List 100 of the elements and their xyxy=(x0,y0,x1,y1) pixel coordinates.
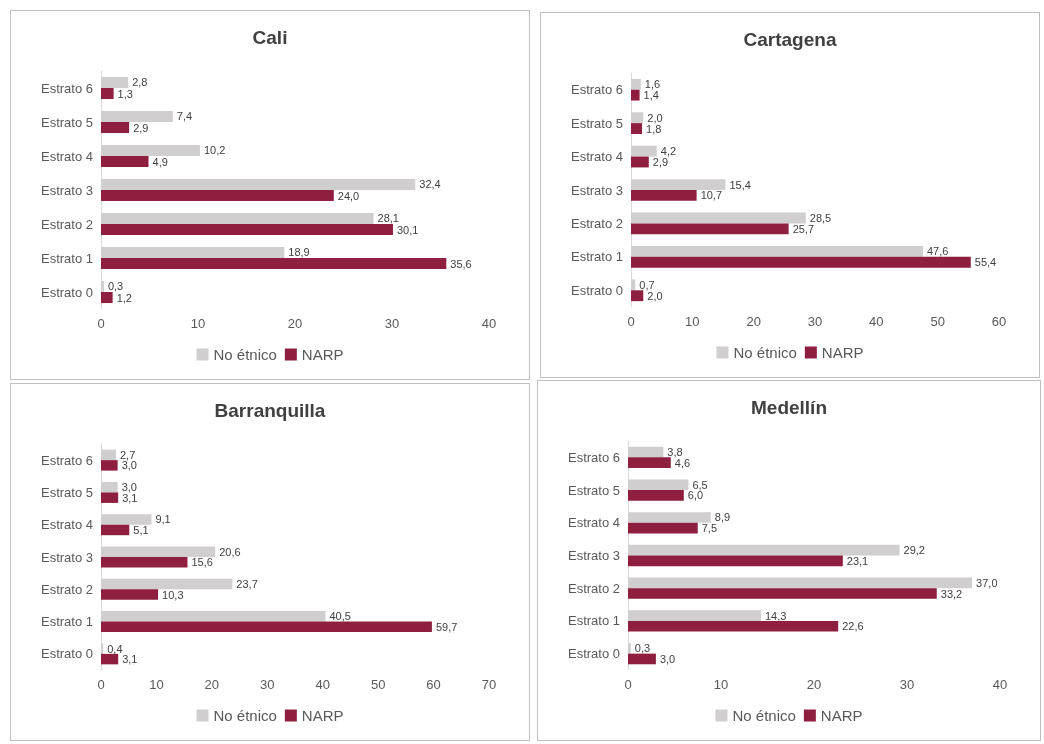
bar xyxy=(101,292,113,304)
chart-title: Medellín xyxy=(750,397,828,418)
data-label: 1,3 xyxy=(117,87,133,100)
x-tick-label: 20 xyxy=(806,677,822,692)
data-label: 40,5 xyxy=(329,610,351,623)
data-label: 3,0 xyxy=(659,652,676,665)
data-label: 4,9 xyxy=(152,155,168,168)
data-label: 47,6 xyxy=(926,245,949,258)
x-tick-label: 10 xyxy=(190,316,206,331)
y-tick-label: Estrato 1 xyxy=(40,614,93,630)
bar xyxy=(628,555,843,567)
y-tick-label: Estrato 4 xyxy=(40,148,93,164)
x-tick-label: 10 xyxy=(685,314,700,329)
data-label: 30,1 xyxy=(396,223,419,236)
data-label: 25,7 xyxy=(792,222,815,235)
y-tick-label: Estrato 6 xyxy=(40,80,93,96)
data-label: 23,7 xyxy=(236,578,258,591)
data-label: 5,1 xyxy=(133,523,149,536)
bar xyxy=(631,123,643,135)
data-label: 2,0 xyxy=(647,111,663,124)
legend-label: NARP xyxy=(301,346,344,363)
data-label: 2,9 xyxy=(133,121,149,134)
data-label: 59,7 xyxy=(435,620,458,633)
bar xyxy=(101,653,119,665)
y-tick-label: Estrato 4 xyxy=(570,149,623,165)
y-tick-label: Estrato 3 xyxy=(40,549,93,565)
bar xyxy=(631,223,789,235)
legend-label: NARP xyxy=(821,344,864,361)
data-label: 33,2 xyxy=(940,587,963,600)
bar xyxy=(101,492,119,503)
data-label: 3,1 xyxy=(122,653,138,666)
x-tick-label: 10 xyxy=(713,677,729,692)
legend-label: NARP xyxy=(820,707,863,724)
bar xyxy=(628,490,684,501)
data-label: 0,3 xyxy=(107,280,124,293)
y-tick-label: Estrato 5 xyxy=(40,484,93,500)
bar xyxy=(628,620,839,632)
bar xyxy=(631,190,697,201)
data-label: 20,6 xyxy=(219,545,241,558)
data-label: 6,5 xyxy=(692,478,708,491)
y-tick-label: Estrato 3 xyxy=(570,182,623,198)
x-tick-label: 10 xyxy=(149,677,164,692)
bar xyxy=(631,89,640,101)
data-label: 3,0 xyxy=(121,481,137,494)
data-label: 23,1 xyxy=(846,554,869,567)
x-tick-label: 60 xyxy=(991,314,1007,329)
data-label: 4,2 xyxy=(660,145,677,158)
bar xyxy=(628,653,656,665)
y-tick-label: Estrato 3 xyxy=(40,182,93,198)
data-label: 2,8 xyxy=(132,76,148,89)
data-label: 24,0 xyxy=(337,189,360,202)
legend-label: No étnico xyxy=(732,707,796,724)
data-label: 10,3 xyxy=(162,588,184,601)
y-tick-label: Estrato 0 xyxy=(40,646,93,662)
data-label: 2,7 xyxy=(119,448,136,461)
bar xyxy=(628,588,937,599)
x-tick-label: 0 xyxy=(97,677,105,692)
y-tick-label: Estrato 0 xyxy=(570,282,623,298)
y-tick-label: Estrato 6 xyxy=(40,452,93,468)
bar xyxy=(631,256,971,268)
data-label: 9,1 xyxy=(155,513,171,526)
data-label: 32,4 xyxy=(419,178,441,191)
bar xyxy=(101,190,334,202)
data-label: 28,1 xyxy=(377,212,399,225)
x-tick-label: 60 xyxy=(426,677,441,692)
y-tick-label: Estrato 6 xyxy=(567,449,620,465)
bar xyxy=(101,460,118,471)
y-tick-label: Estrato 2 xyxy=(567,580,620,596)
x-tick-label: 20 xyxy=(287,316,303,331)
data-label: 7,5 xyxy=(701,522,718,535)
data-label: 10,2 xyxy=(203,144,226,157)
x-tick-label: 30 xyxy=(260,677,275,692)
y-tick-label: Estrato 5 xyxy=(40,114,93,130)
bar xyxy=(631,290,644,302)
x-tick-label: 0 xyxy=(627,314,635,329)
y-tick-label: Estrato 1 xyxy=(570,249,623,265)
y-tick-label: Estrato 5 xyxy=(570,115,623,131)
data-label: 15,4 xyxy=(729,178,751,191)
x-tick-label: 50 xyxy=(930,314,945,329)
x-tick-label: 50 xyxy=(370,677,386,692)
data-label: 8,9 xyxy=(714,511,731,524)
data-label: 0,3 xyxy=(634,642,651,655)
y-tick-label: Estrato 1 xyxy=(567,613,620,629)
legend-label: No étnico xyxy=(733,344,797,361)
data-label: 3,0 xyxy=(121,459,137,472)
legend-label: No étnico xyxy=(213,707,277,724)
y-tick-label: Estrato 0 xyxy=(567,646,620,662)
bar xyxy=(631,156,649,168)
x-tick-label: 30 xyxy=(807,314,823,329)
x-tick-label: 40 xyxy=(869,314,884,329)
data-label: 29,2 xyxy=(903,544,925,557)
bar xyxy=(101,589,159,600)
data-label: 3,8 xyxy=(667,446,683,459)
y-tick-label: Estrato 3 xyxy=(567,548,620,563)
legend-label: No étnico xyxy=(213,346,277,363)
chart-title: Cali xyxy=(252,27,288,48)
data-label: 1,6 xyxy=(644,78,661,91)
data-label: 0,4 xyxy=(107,642,123,655)
x-tick-label: 70 xyxy=(481,677,497,692)
data-label: 28,5 xyxy=(809,212,832,224)
